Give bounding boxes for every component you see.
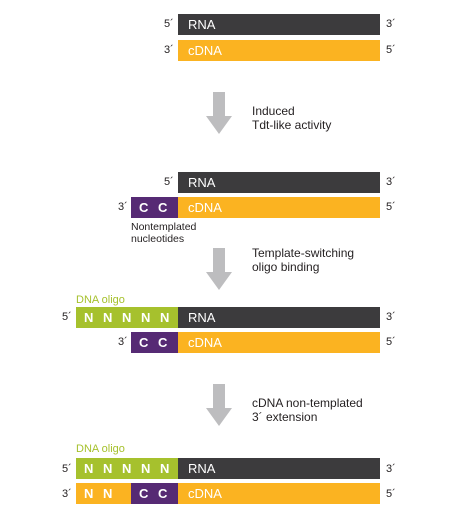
oligo-5prime-label: 5´ (62, 463, 72, 475)
ccc-label: C C C (139, 200, 171, 236)
oligo-sequence: N N N N N G G G (84, 310, 173, 346)
step1-line2: Tdt-like activity (252, 118, 332, 132)
cdna-label: cDNA (188, 200, 222, 215)
dna-oligo-strand: N N N N N G G G (76, 458, 178, 497)
rna-label: RNA (188, 17, 216, 32)
cdna-5prime-label: 5´ (386, 44, 396, 56)
nontemplated-label-line1: Nontemplated (131, 221, 197, 233)
cdna-5prime-label: 5´ (386, 488, 396, 500)
cdna-label: cDNA (188, 335, 222, 350)
rna-strand: RNA (178, 172, 380, 193)
cdna-label: cDNA (188, 486, 222, 501)
cdna-3prime-label: 3´ (164, 44, 174, 56)
nontemplated-label-line2: nucleotides (131, 233, 185, 245)
rna-label: RNA (188, 310, 216, 325)
ccc-segment: C C C (131, 332, 178, 371)
rna-strand: RNA (178, 458, 380, 479)
down-arrow-icon (206, 92, 232, 134)
cdna-5prime-label: 5´ (386, 336, 396, 348)
cdna-strand: cDNA (178, 483, 380, 504)
cdna-strand: cDNA (178, 197, 380, 218)
rna-strand: RNA (178, 307, 380, 328)
ccc-segment: C C C (131, 197, 178, 236)
rna-label: RNA (188, 175, 216, 190)
oligo-5prime-label: 5´ (62, 311, 72, 323)
rna-3prime-label: 3´ (386, 463, 396, 475)
dna-oligo-strand: N N N N N G G G (76, 307, 178, 346)
cdna-strand: cDNA (178, 40, 380, 61)
cdna-3prime-label: 3´ (118, 336, 128, 348)
cdna-3prime-label: 3´ (118, 201, 128, 213)
cdna-label: cDNA (188, 43, 222, 58)
dna-oligo-label: DNA oligo (76, 443, 125, 455)
dna-oligo-label: DNA oligo (76, 294, 125, 306)
cdna-5prime-label: 5´ (386, 201, 396, 213)
rna-3prime-label: 3´ (386, 18, 396, 30)
rna-strand: RNA (178, 14, 380, 35)
step3-line2: 3´ extension (252, 410, 318, 424)
step1-line1: Induced (252, 104, 295, 118)
step2-line1: Template-switching (252, 246, 355, 260)
cdna-3prime-label: 3´ (62, 488, 72, 500)
ccc-label: C C C (139, 335, 171, 371)
ccc-segment: C C C (131, 483, 178, 522)
down-arrow-icon (206, 248, 232, 290)
step2-line2: oligo binding (252, 260, 320, 274)
rna-3prime-label: 3´ (386, 311, 396, 323)
rna-3prime-label: 3´ (386, 176, 396, 188)
ccc-label: C C C (139, 486, 171, 522)
rna-5prime-label: 5´ (164, 18, 174, 30)
nnnn-extension: N N N N (76, 483, 131, 522)
nnnn-sequence: N N N N (84, 486, 116, 522)
rna-5prime-label: 5´ (164, 176, 174, 188)
cdna-strand: cDNA (178, 332, 380, 353)
down-arrow-icon (206, 384, 232, 426)
rna-label: RNA (188, 461, 216, 476)
step3-line1: cDNA non-templated (252, 396, 363, 410)
